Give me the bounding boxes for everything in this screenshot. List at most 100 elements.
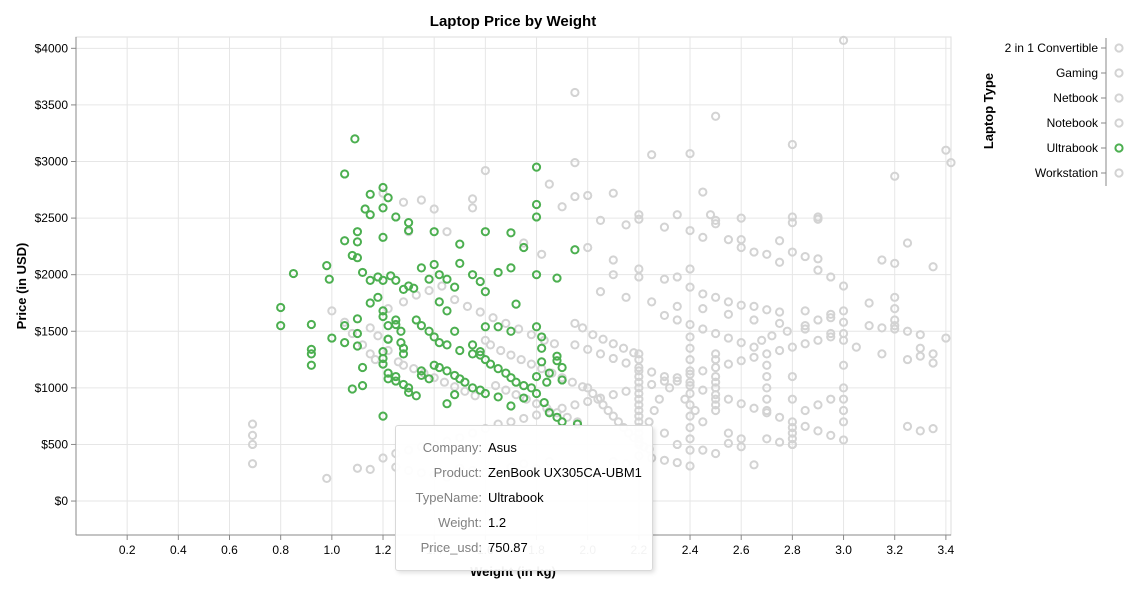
data-point[interactable] [634,400,644,410]
data-point[interactable] [711,371,721,382]
data-point[interactable] [634,377,644,387]
data-point[interactable] [595,215,606,225]
data-point[interactable] [544,179,554,189]
ultrabook-point[interactable] [537,332,547,342]
data-point[interactable] [698,289,708,299]
ultrabook-point[interactable] [455,258,465,268]
data-point[interactable] [711,383,721,393]
data-point[interactable] [475,307,485,317]
data-point[interactable] [598,400,608,410]
ultrabook-point[interactable] [493,364,503,374]
data-point[interactable] [736,213,746,223]
ultrabook-point[interactable] [327,333,337,343]
data-point[interactable] [647,379,657,390]
data-point[interactable] [698,187,708,197]
ultrabook-point[interactable] [442,340,452,350]
data-point[interactable] [813,315,823,325]
ultrabook-point[interactable] [391,376,401,386]
ultrabook-point[interactable] [383,334,393,344]
ultrabook-point[interactable] [434,270,444,280]
data-point[interactable] [749,247,759,257]
data-point[interactable] [672,376,682,386]
data-point[interactable] [800,324,810,334]
data-point[interactable] [826,332,836,342]
data-point[interactable] [383,345,393,356]
ultrabook-point[interactable] [467,349,478,359]
legend-symbol[interactable] [1114,118,1124,128]
legend-label[interactable]: Netbook [1053,91,1099,105]
data-point[interactable] [398,360,409,370]
data-point[interactable] [749,342,759,352]
data-point[interactable] [378,453,388,463]
data-point[interactable] [736,399,746,409]
data-point[interactable] [467,203,478,213]
ultrabook-point[interactable] [506,401,516,411]
data-point[interactable] [685,388,695,399]
data-point[interactable] [762,383,772,393]
ultrabook-point[interactable] [396,326,406,336]
data-point[interactable] [634,214,644,224]
data-point[interactable] [595,287,606,297]
data-point[interactable] [711,448,721,459]
data-point[interactable] [347,328,357,339]
data-point[interactable] [398,197,409,207]
data-point[interactable] [723,297,734,307]
data-point[interactable] [470,391,480,401]
data-point[interactable] [698,417,708,427]
data-point[interactable] [485,340,496,350]
data-point[interactable] [409,364,419,374]
data-point[interactable] [634,349,644,359]
data-point[interactable] [774,236,785,246]
data-point[interactable] [711,377,721,387]
data-point[interactable] [826,313,836,323]
data-point[interactable] [583,383,593,393]
data-point[interactable] [711,394,721,404]
data-point[interactable] [685,332,695,342]
data-point[interactable] [838,417,849,427]
ultrabook-point[interactable] [511,377,521,387]
data-point[interactable] [442,227,452,237]
data-point[interactable] [514,324,524,334]
ultrabook-point[interactable] [531,388,542,399]
data-point[interactable] [838,281,849,291]
data-point[interactable] [247,419,258,429]
ultrabook-point[interactable] [416,263,426,273]
ultrabook-point[interactable] [442,399,452,409]
data-point[interactable] [526,359,537,369]
ultrabook-point[interactable] [552,351,562,361]
data-point[interactable] [583,242,593,253]
data-point[interactable] [698,366,708,376]
data-point[interactable] [490,381,501,391]
data-point[interactable] [800,339,810,349]
ultrabook-point[interactable] [357,381,368,391]
data-point[interactable] [902,238,913,248]
data-point[interactable] [826,328,836,339]
data-point[interactable] [749,460,759,470]
data-point[interactable] [711,292,721,302]
data-point[interactable] [749,403,759,413]
ultrabook-point[interactable] [542,377,552,387]
data-point[interactable] [659,428,670,438]
ultrabook-point[interactable] [552,356,562,366]
data-point[interactable] [634,388,644,399]
ultrabook-point[interactable] [288,268,299,279]
data-point[interactable] [595,349,606,359]
data-point[interactable] [877,323,887,333]
ultrabook-point[interactable] [501,368,511,378]
data-point[interactable] [774,437,785,447]
ultrabook-point[interactable] [475,276,485,287]
ultrabook-point[interactable] [404,383,414,393]
data-point[interactable] [424,285,434,296]
data-point[interactable] [365,464,375,474]
data-point[interactable] [322,473,332,484]
legend-label[interactable]: 2 in 1 Convertible [1005,41,1099,55]
data-point[interactable] [526,330,537,340]
data-point[interactable] [634,394,644,404]
data-point[interactable] [813,254,823,264]
data-point[interactable] [890,304,900,314]
ultrabook-point[interactable] [365,275,375,285]
data-point[interactable] [398,297,409,307]
ultrabook-point[interactable] [450,390,460,400]
ultrabook-point[interactable] [429,360,439,370]
data-point[interactable] [685,422,695,433]
